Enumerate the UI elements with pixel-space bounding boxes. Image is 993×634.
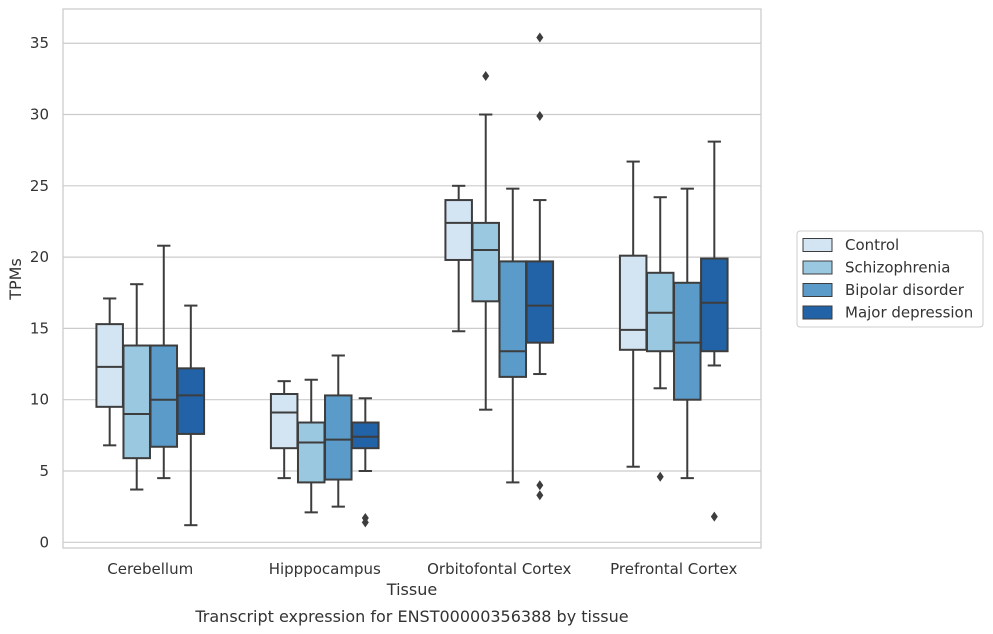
y-tick-label: 25 bbox=[30, 177, 49, 195]
box bbox=[525, 260, 555, 344]
box bbox=[471, 221, 500, 303]
box-group bbox=[525, 32, 555, 501]
box bbox=[324, 394, 353, 481]
chart-caption: Transcript expression for ENST0000035638… bbox=[194, 607, 628, 626]
box-group bbox=[618, 160, 648, 468]
plot-frame bbox=[62, 8, 762, 549]
y-tick-label: 35 bbox=[30, 34, 49, 52]
legend-frame bbox=[796, 230, 984, 328]
box-group bbox=[645, 196, 675, 482]
legend-label: Major depression bbox=[845, 304, 973, 322]
x-tick-label: Cerebellum bbox=[107, 560, 193, 578]
box bbox=[498, 260, 528, 378]
outlier-point bbox=[536, 32, 544, 43]
box bbox=[122, 344, 151, 460]
outlier-point bbox=[536, 480, 544, 491]
box-group bbox=[498, 187, 528, 484]
outlier-point bbox=[656, 471, 664, 482]
y-tick-label: 30 bbox=[30, 106, 49, 124]
legend-swatch bbox=[802, 283, 833, 297]
box-group bbox=[149, 244, 179, 480]
outlier-point bbox=[536, 110, 544, 121]
x-axis-label: Tissue bbox=[386, 580, 437, 599]
legend-swatch bbox=[802, 238, 833, 252]
box bbox=[618, 254, 648, 351]
box bbox=[444, 199, 473, 261]
box-group bbox=[296, 378, 326, 514]
box bbox=[95, 323, 124, 408]
outlier-point bbox=[710, 511, 718, 522]
y-tick-label: 0 bbox=[39, 533, 49, 551]
plot-area bbox=[95, 32, 729, 528]
y-axis-label: TPMs bbox=[6, 258, 25, 301]
box-group bbox=[269, 380, 299, 480]
y-tick-label: 10 bbox=[30, 391, 49, 409]
y-tick-label: 5 bbox=[39, 462, 49, 480]
x-tick-label: Hipppocampus bbox=[269, 560, 381, 578]
box-group bbox=[444, 184, 473, 333]
x-tick-label: Orbitofontal Cortex bbox=[427, 560, 571, 578]
x-tick-labels: Cerebellum Hipppocampus Orbitofontal Corte… bbox=[107, 560, 737, 578]
box bbox=[700, 257, 729, 353]
y-tick-label: 15 bbox=[30, 319, 49, 337]
box-group bbox=[122, 283, 151, 491]
box-group bbox=[673, 187, 702, 480]
box bbox=[296, 421, 326, 484]
y-tick-label: 20 bbox=[30, 248, 49, 266]
box-group bbox=[700, 140, 729, 522]
box bbox=[673, 281, 702, 401]
box-group bbox=[471, 71, 500, 411]
y-tick-labels: 0 5 10 15 20 25 30 35 bbox=[30, 34, 49, 551]
legend-swatch bbox=[802, 305, 833, 320]
outlier-point bbox=[536, 490, 544, 501]
box-group bbox=[95, 297, 124, 447]
box-group bbox=[176, 304, 206, 527]
legend-label: Control bbox=[845, 236, 899, 254]
legend-label: Schizophrenia bbox=[845, 259, 950, 277]
outlier-point bbox=[482, 71, 490, 82]
legend-swatch bbox=[802, 260, 833, 275]
box bbox=[351, 421, 380, 450]
legend: Control Schizophrenia Bipolar disorder Majo… bbox=[796, 230, 984, 328]
box bbox=[269, 393, 299, 450]
box bbox=[176, 367, 206, 435]
outlier-point bbox=[361, 513, 369, 524]
box bbox=[149, 344, 179, 448]
x-tick-label: Prefrontal Cortex bbox=[610, 560, 737, 578]
box-group bbox=[351, 397, 380, 528]
box-group bbox=[324, 354, 353, 508]
legend-label: Bipolar disorder bbox=[845, 281, 965, 299]
